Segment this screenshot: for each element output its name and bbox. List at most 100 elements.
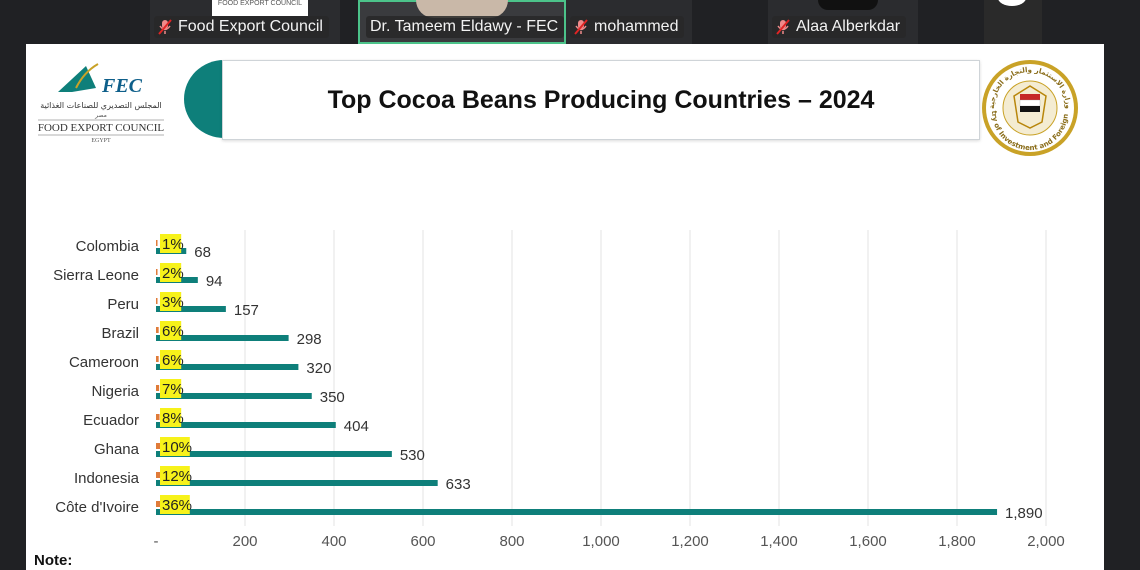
production-bar xyxy=(156,422,336,428)
percent-label-highlight xyxy=(160,292,182,311)
percent-data-label: 3% xyxy=(162,294,184,311)
production-data-label: 68 xyxy=(194,244,211,261)
production-bar xyxy=(156,509,998,515)
participant-video xyxy=(416,0,508,18)
percent-bar xyxy=(156,414,160,420)
y-category-label: Indonesia xyxy=(74,470,140,487)
percent-bar xyxy=(156,240,158,246)
production-data-label: 320 xyxy=(306,360,331,377)
y-category-label: Ecuador xyxy=(83,412,139,429)
y-category-label: Brazil xyxy=(101,325,139,342)
participant-name: Food Export Council xyxy=(178,18,323,35)
x-tick-label: 1,200 xyxy=(671,533,709,550)
percent-bar xyxy=(156,298,158,304)
legend-label-percent: % xyxy=(447,559,460,560)
note-label: Note: xyxy=(34,552,73,569)
percent-data-label: 1% xyxy=(162,236,184,253)
percent-bar xyxy=(156,356,159,362)
fec-logo-country: EGYPT xyxy=(91,138,111,144)
production-bar xyxy=(156,451,392,457)
fec-logo-arabic-sub: مصر xyxy=(94,112,107,119)
fec-logo-abbr: FEC xyxy=(101,75,143,97)
participant-name-chip: Food Export Council xyxy=(154,16,329,38)
x-tick-label: - xyxy=(154,533,159,550)
production-data-label: 404 xyxy=(344,418,369,435)
percent-label-highlight xyxy=(160,466,190,485)
percent-data-label: 7% xyxy=(162,381,184,398)
participant-name-chip: mohammed xyxy=(570,16,685,38)
y-category-label: Nigeria xyxy=(91,383,139,400)
production-data-label: 94 xyxy=(206,273,223,290)
mic-muted-icon xyxy=(158,19,172,35)
percent-label-highlight xyxy=(160,379,182,398)
y-category-label: Côte d'Ivoire xyxy=(55,499,139,516)
y-category-label: Peru xyxy=(107,296,139,313)
fec-logo-english: FOOD EXPORT COUNCIL xyxy=(38,122,165,134)
title-accent-shape xyxy=(184,60,224,138)
mic-muted-icon xyxy=(776,19,790,35)
y-category-label: Colombia xyxy=(76,238,140,255)
production-data-label: 1,890 xyxy=(1005,505,1043,522)
production-data-label: 530 xyxy=(400,447,425,464)
percent-label-highlight xyxy=(160,495,190,514)
y-category-label: Cameroon xyxy=(69,354,139,371)
legend-label-production: Production in Thousand Ton xyxy=(497,559,683,560)
x-tick-label: 2,000 xyxy=(1027,533,1065,550)
fec-logo: FEC المجلس التصديري للصناعات الغذائية مص… xyxy=(38,63,165,144)
ministry-seal-logo: وزارة الاستثمار والتجارة الخارجية Minist… xyxy=(980,56,1078,156)
x-tick-label: 1,000 xyxy=(582,533,620,550)
x-tick-label: 600 xyxy=(410,533,435,550)
percent-bar xyxy=(156,443,161,449)
shared-slide: FEC المجلس التصديري للصناعات الغذائية مص… xyxy=(26,44,1104,570)
percent-bar xyxy=(156,472,162,478)
participant-name: Dr. Tameem Eldawy - FEC xyxy=(370,18,559,35)
fec-logo-arabic: المجلس التصديري للصناعات الغذائية xyxy=(40,101,162,110)
percent-label-highlight xyxy=(160,350,182,369)
slide-title-box: Top Cocoa Beans Producing Countries – 20… xyxy=(222,60,980,140)
participant-tile-alaa-alberkdar[interactable]: Alaa Alberkdar xyxy=(768,0,918,44)
percent-label-highlight xyxy=(160,234,182,253)
x-tick-label: 400 xyxy=(321,533,346,550)
production-bar xyxy=(156,306,226,312)
percent-data-label: 36% xyxy=(162,497,192,514)
production-data-label: 350 xyxy=(320,389,345,406)
percent-data-label: 2% xyxy=(162,265,184,282)
percent-label-highlight xyxy=(160,263,182,282)
percent-bar xyxy=(156,269,158,275)
participant-tile-food-export-council[interactable]: FOOD EXPORT COUNCIL Food Export Council xyxy=(150,0,340,44)
percent-data-label: 10% xyxy=(162,439,192,456)
production-bar xyxy=(156,335,289,341)
participant-name-chip: Dr. Tameem Eldawy - FEC xyxy=(366,16,565,38)
percent-data-label: 8% xyxy=(162,410,184,427)
x-tick-label: 1,600 xyxy=(849,533,887,550)
participant-name: mohammed xyxy=(594,18,679,35)
participant-video xyxy=(818,0,878,10)
y-category-label: Sierra Leone xyxy=(53,267,139,284)
participant-tile-mohammed[interactable]: mohammed xyxy=(566,0,692,44)
slide-title: Top Cocoa Beans Producing Countries – 20… xyxy=(327,85,875,114)
x-tick-label: 1,800 xyxy=(938,533,976,550)
percent-data-label: 6% xyxy=(162,323,184,340)
y-category-label: Ghana xyxy=(94,441,140,458)
production-bar xyxy=(156,364,299,370)
participants-bar: FOOD EXPORT COUNCIL Food Export Council … xyxy=(0,0,1140,44)
participant-tile-tameem-eldawy[interactable]: Dr. Tameem Eldawy - FEC xyxy=(358,0,566,44)
percent-data-label: 12% xyxy=(162,468,192,485)
participant-name: Alaa Alberkdar xyxy=(796,18,901,35)
participant-tile-extra[interactable] xyxy=(984,0,1042,44)
participant-avatar xyxy=(998,0,1026,6)
participant-name-chip: Alaa Alberkdar xyxy=(772,16,907,38)
production-bar xyxy=(156,393,312,399)
cocoa-production-chart: - 200 400 600 800 1,000 1,200 1,400 1,600 1,800 2,… xyxy=(53,230,1065,560)
production-data-label: 298 xyxy=(297,331,322,348)
percent-label-highlight xyxy=(160,437,190,456)
participant-thumbnail: FOOD EXPORT COUNCIL xyxy=(212,0,308,16)
percent-data-label: 6% xyxy=(162,352,184,369)
production-data-label: 633 xyxy=(446,476,471,493)
percent-label-highlight xyxy=(160,408,182,427)
percent-label-highlight xyxy=(160,321,182,340)
x-tick-label: 800 xyxy=(499,533,524,550)
production-data-label: 157 xyxy=(234,302,259,319)
percent-bar xyxy=(156,385,160,391)
percent-bar xyxy=(156,327,159,333)
